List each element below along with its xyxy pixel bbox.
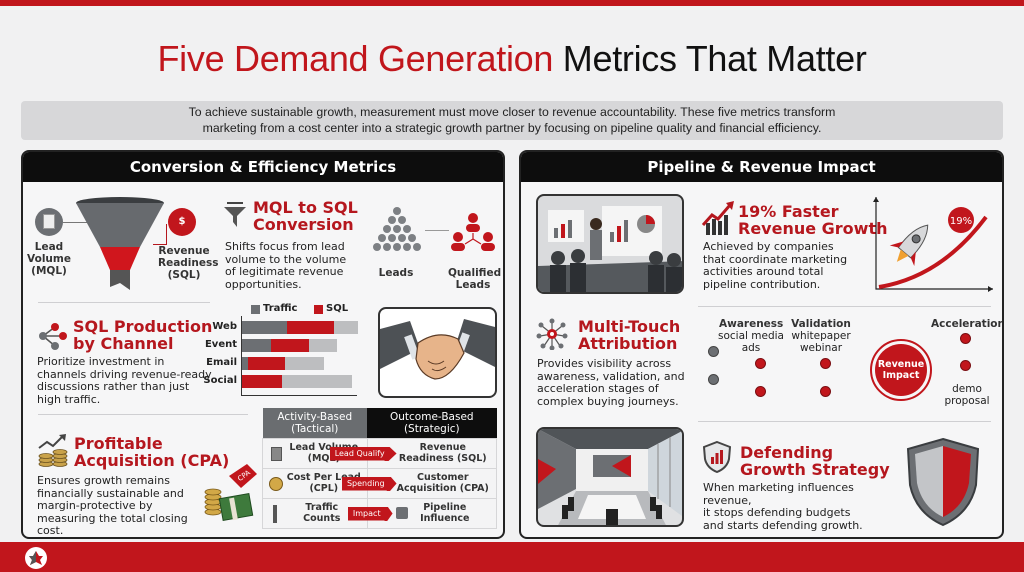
cpa-description: Ensures growth remains financially susta… bbox=[37, 474, 188, 537]
touchpoint-dot bbox=[708, 346, 719, 357]
table-row: Cost Per Lead (CPL) Spending Customer Acqu… bbox=[262, 467, 498, 499]
footer-bar bbox=[0, 542, 1024, 572]
sql-channel-heading: SQL Production by Channel bbox=[73, 317, 213, 353]
filter-icon bbox=[224, 202, 246, 227]
table-row: Traffic Counts Impact Pipeline Influence bbox=[262, 497, 498, 529]
shield-icon bbox=[906, 437, 980, 527]
mql-sql-description: Shifts focus from lead volume to the vol… bbox=[225, 240, 347, 291]
conversion-efficiency-panel: Conversion & Efficiency Metrics Lead Vol… bbox=[21, 150, 505, 539]
revenue-readiness-label: Revenue Readiness (SQL) bbox=[158, 245, 219, 281]
intro-banner: To achieve sustainable growth, measureme… bbox=[21, 101, 1003, 140]
bar-segment-traffic bbox=[242, 339, 271, 352]
bar-segment-remainder bbox=[282, 375, 352, 388]
legend-traffic: Traffic bbox=[263, 303, 298, 314]
qualified-leads-label: Qualified Leads bbox=[448, 267, 502, 291]
growth-chart-icon bbox=[702, 201, 734, 235]
stage-acceleration: Acceleration bbox=[931, 318, 1004, 330]
defending-heading: Defending Growth Strategy bbox=[740, 443, 890, 479]
touchpoint-dot bbox=[960, 360, 971, 371]
bar-segment-remainder bbox=[309, 339, 337, 352]
page-title: Five Demand Generation Metrics That Matt… bbox=[157, 38, 867, 79]
shield-chart-icon bbox=[703, 441, 731, 473]
activity-outcome-table: Activity-Based (Tactical) Outcome-Based (S… bbox=[262, 408, 498, 529]
bar-segment-sql bbox=[271, 339, 309, 352]
legend-sql: SQL bbox=[326, 303, 349, 314]
signpost-icon bbox=[273, 504, 277, 523]
acceleration-channels: demo proposal bbox=[944, 383, 990, 407]
leads-pyramid-icon bbox=[373, 207, 421, 251]
bar-segment-remainder bbox=[334, 321, 358, 334]
stage-validation: Validation bbox=[791, 318, 851, 330]
attribution-heading: Multi-Touch Attribution bbox=[578, 317, 681, 353]
defending-description: When marketing influences revenue, it st… bbox=[703, 481, 863, 532]
boardroom-illustration bbox=[536, 427, 684, 527]
panel-title: Pipeline & Revenue Impact bbox=[521, 152, 1002, 182]
touchpoint-dot bbox=[755, 358, 766, 369]
attribution-description: Provides visibility across awareness, va… bbox=[537, 357, 685, 408]
sql-channel-bar-chart: Traffic SQL Web Event Email Social bbox=[191, 302, 371, 402]
legend-traffic-swatch bbox=[251, 305, 260, 314]
document-icon bbox=[271, 446, 282, 461]
bar-email bbox=[242, 357, 324, 370]
arrow-lead-qualify: Lead Qualify bbox=[329, 446, 397, 461]
bar-segment-remainder bbox=[285, 357, 324, 370]
top-accent-bar bbox=[0, 0, 1024, 6]
bar-segment-sql bbox=[287, 321, 334, 334]
validation-channels: whitepaper webinar bbox=[791, 330, 851, 354]
col-outcome-based: Outcome-Based (Strategic) bbox=[367, 408, 497, 438]
svg-text:19%: 19% bbox=[950, 216, 972, 227]
growth-heading: 19% Faster Revenue Growth bbox=[738, 202, 888, 238]
col-activity-based: Activity-Based (Tactical) bbox=[262, 408, 368, 438]
pipeline-revenue-panel: Pipeline & Revenue Impact 19% Faster Rev… bbox=[519, 150, 1004, 539]
touchpoint-dot bbox=[708, 374, 719, 385]
cpa-heading: Profitable Acquisition (CPA) bbox=[74, 434, 230, 470]
mql-sql-heading: MQL to SQL Conversion bbox=[253, 198, 358, 234]
bar-segment-sql bbox=[248, 357, 285, 370]
coins-icon bbox=[269, 476, 283, 491]
bar-segment-traffic bbox=[242, 321, 287, 334]
document-icon bbox=[35, 208, 63, 236]
meeting-illustration bbox=[536, 194, 684, 294]
touchpoint-dot bbox=[820, 358, 831, 369]
arrow-spending: Spending bbox=[341, 476, 397, 491]
network-nodes-icon bbox=[39, 323, 67, 350]
bar-segment-traffic bbox=[242, 357, 248, 370]
table-row: Lead Volume (MQL) Lead Qualify Revenue Rea… bbox=[262, 437, 498, 469]
bar-event bbox=[242, 339, 337, 352]
touchpoint-dot bbox=[755, 386, 766, 397]
pipe-icon bbox=[395, 506, 408, 519]
money-cpa-tag-icon: CPA bbox=[204, 464, 257, 522]
arrow-impact: Impact bbox=[347, 506, 393, 521]
sql-channel-description: Prioritize investment in channels drivin… bbox=[37, 355, 212, 406]
bar-web bbox=[242, 321, 358, 334]
handshake-illustration bbox=[378, 307, 497, 398]
logo-icon[interactable] bbox=[25, 547, 47, 569]
qualified-leads-icon bbox=[451, 213, 495, 251]
bar-social bbox=[242, 375, 352, 388]
attribution-network-icon bbox=[536, 318, 568, 350]
revenue-handshake-icon: $ bbox=[168, 208, 196, 236]
coins-growth-icon bbox=[38, 434, 68, 467]
rocket-growth-chart: 19% bbox=[873, 197, 993, 292]
awareness-channels: social media ads bbox=[718, 330, 784, 354]
revenue-impact-circle: Revenue Impact bbox=[870, 339, 932, 401]
touchpoint-dot bbox=[820, 386, 831, 397]
panel-title: Conversion & Efficiency Metrics bbox=[23, 152, 503, 182]
lead-volume-label: Lead Volume (MQL) bbox=[27, 241, 71, 277]
bar-segment-sql bbox=[242, 375, 282, 388]
leads-label: Leads bbox=[378, 267, 414, 279]
touchpoint-dot bbox=[960, 333, 971, 344]
legend-sql-swatch bbox=[314, 305, 323, 314]
mql-sql-section: Lead Volume (MQL) $ Revenue Readiness (S… bbox=[23, 182, 503, 297]
funnel-icon bbox=[76, 197, 164, 290]
stage-awareness: Awareness bbox=[719, 318, 784, 330]
growth-description: Achieved by companies that coordinate ma… bbox=[703, 240, 848, 291]
